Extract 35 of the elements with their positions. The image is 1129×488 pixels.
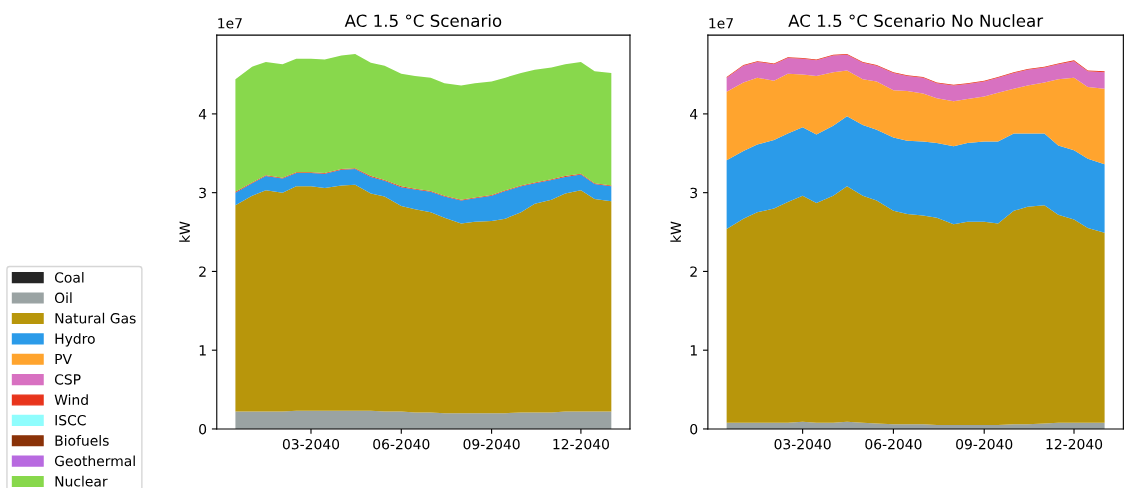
- y-tick-label: 0: [199, 423, 207, 435]
- legend-label: Coal: [54, 271, 84, 283]
- chart-title: AC 1.5 °C Scenario: [344, 14, 502, 28]
- y-axis-title: kW: [670, 221, 681, 242]
- x-tick-label: 09-2040: [463, 438, 520, 450]
- text: 1e7: [709, 18, 733, 29]
- legend-label: Hydro: [55, 333, 95, 347]
- legend-label: CSP: [54, 374, 81, 385]
- x-tick-label: 06-2040: [373, 438, 430, 450]
- legend-label: Geothermal: [54, 455, 135, 467]
- y-tick-label: 1: [690, 345, 697, 356]
- x-tick-label: 09-2040: [956, 438, 1013, 450]
- text: 1e7: [218, 18, 242, 29]
- y-tick-label: 1: [199, 345, 206, 356]
- y-axis-title: kW: [179, 221, 190, 242]
- y-tick-label: 2: [690, 266, 697, 277]
- x-tick-label: 03-2040: [282, 438, 340, 450]
- legend-label: Natural Gas: [55, 312, 136, 324]
- legend-label: Wind: [54, 394, 88, 406]
- y-tick-label: 3: [690, 187, 698, 199]
- x-tick-label: 06-2040: [865, 438, 922, 450]
- y-tick-label: 4: [198, 109, 207, 120]
- legend-label: ISCC: [55, 414, 86, 426]
- x-tick-label: 12-2040: [1046, 438, 1103, 450]
- y-tick-label: 3: [199, 187, 206, 199]
- legend-label: Oil: [54, 292, 72, 304]
- y-tick-label: 2: [199, 266, 206, 277]
- legend-label: Nuclear: [55, 475, 108, 487]
- legend-label: Biofuels: [55, 435, 109, 446]
- x-tick-label: 12-2040: [553, 438, 609, 450]
- y-tick-label: 4: [690, 109, 698, 120]
- chart-title: AC 1.5 °C Scenario No Nuclear: [788, 14, 1044, 28]
- y-tick-label: 0: [690, 423, 698, 435]
- legend-label: PV: [55, 353, 72, 365]
- x-tick-label: 03-2040: [774, 438, 831, 450]
